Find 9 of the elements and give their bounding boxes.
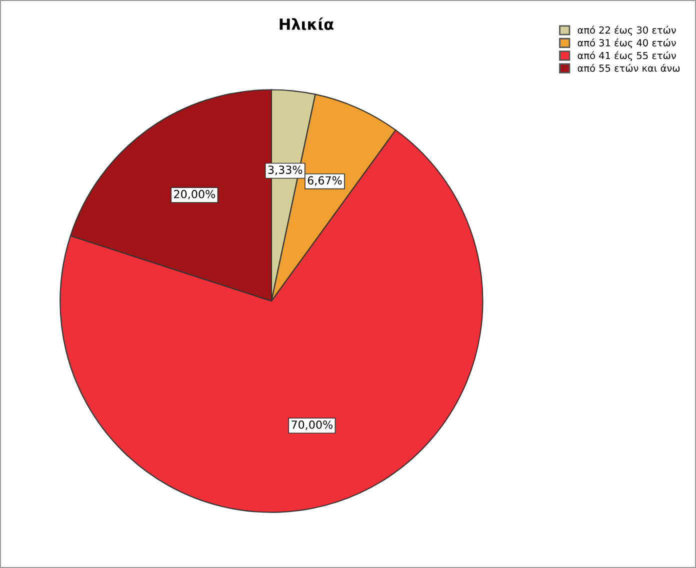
data-label: 70,00% bbox=[292, 420, 332, 430]
legend-label: από 22 έως 30 ετών bbox=[578, 26, 676, 36]
legend-label: από 55 ετών και άνω bbox=[578, 64, 680, 72]
chart-title: Ηλικία bbox=[280, 18, 334, 30]
data-label: 3,33% bbox=[268, 166, 302, 176]
data-label: 20,00% bbox=[174, 190, 216, 200]
data-label: 6,67% bbox=[308, 176, 342, 186]
legend-label: από 41 έως 55 ετών bbox=[578, 51, 676, 62]
legend-label: από 31 έως 40 ετών bbox=[578, 38, 676, 48]
